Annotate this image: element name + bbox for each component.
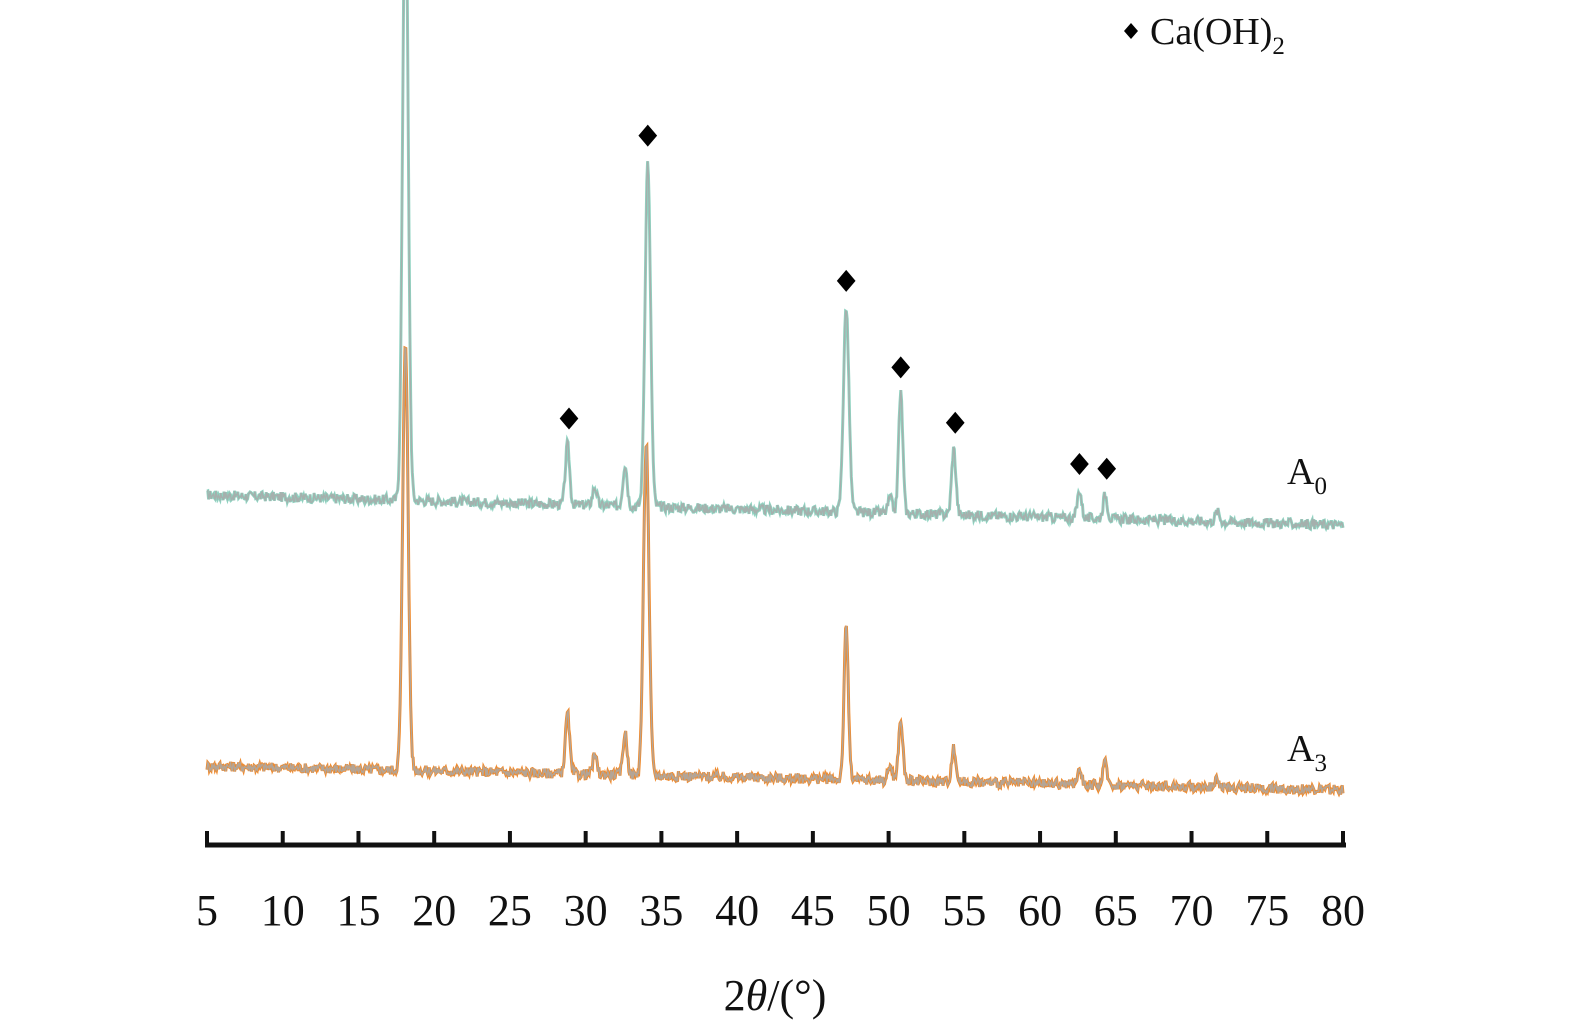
- x-tick-label-20: 20: [412, 886, 456, 935]
- peak-marker-diamond-icon: [559, 407, 579, 430]
- series-line-overlay-A3: [206, 346, 1344, 796]
- x-tick-label-70: 70: [1170, 886, 1214, 935]
- peak-marker-diamond-icon: [945, 411, 965, 434]
- x-tick-label-80: 80: [1321, 886, 1365, 935]
- peak-marker-diamond-icon: [1097, 457, 1117, 480]
- x-tick-label-40: 40: [715, 886, 759, 935]
- x-tick-label-45: 45: [791, 886, 835, 935]
- legend-label: Ca(OH)2: [1150, 11, 1285, 60]
- peak-marker-diamond-icon: [638, 124, 658, 147]
- series-label-a3: A3: [1287, 728, 1327, 777]
- x-tick-label-10: 10: [261, 886, 305, 935]
- x-axis-ticks: 5 10 15 20 25 30 35 40 45 50 55 60 65 70 75 80: [196, 831, 1365, 935]
- x-tick-label-55: 55: [942, 886, 986, 935]
- series-label-a0: A0: [1287, 451, 1327, 500]
- peak-marker-diamond-icon: [891, 356, 911, 379]
- peak-marker-diamond-icon: [836, 269, 856, 292]
- x-tick-label-50: 50: [867, 886, 911, 935]
- x-tick-label-5: 5: [196, 886, 218, 935]
- x-tick-label-15: 15: [336, 886, 380, 935]
- x-tick-label-25: 25: [488, 886, 532, 935]
- peak-marker-diamond-icon: [1070, 453, 1089, 476]
- peak-markers: [559, 124, 1117, 480]
- x-tick-label-30: 30: [564, 886, 608, 935]
- x-tick-label-75: 75: [1245, 886, 1289, 935]
- legend-diamond-icon: [1124, 23, 1138, 39]
- x-tick-label-35: 35: [639, 886, 683, 935]
- series-line-A0: [206, 0, 1345, 533]
- series-line-A3: [205, 345, 1345, 798]
- series-layer: [205, 0, 1345, 798]
- x-tick-label-65: 65: [1094, 886, 1138, 935]
- x-axis-title: 2θ/(°): [724, 971, 827, 1020]
- x-tick-label-60: 60: [1018, 886, 1062, 935]
- legend: Ca(OH)2: [1124, 11, 1285, 60]
- series-line-overlay-A0: [206, 0, 1344, 531]
